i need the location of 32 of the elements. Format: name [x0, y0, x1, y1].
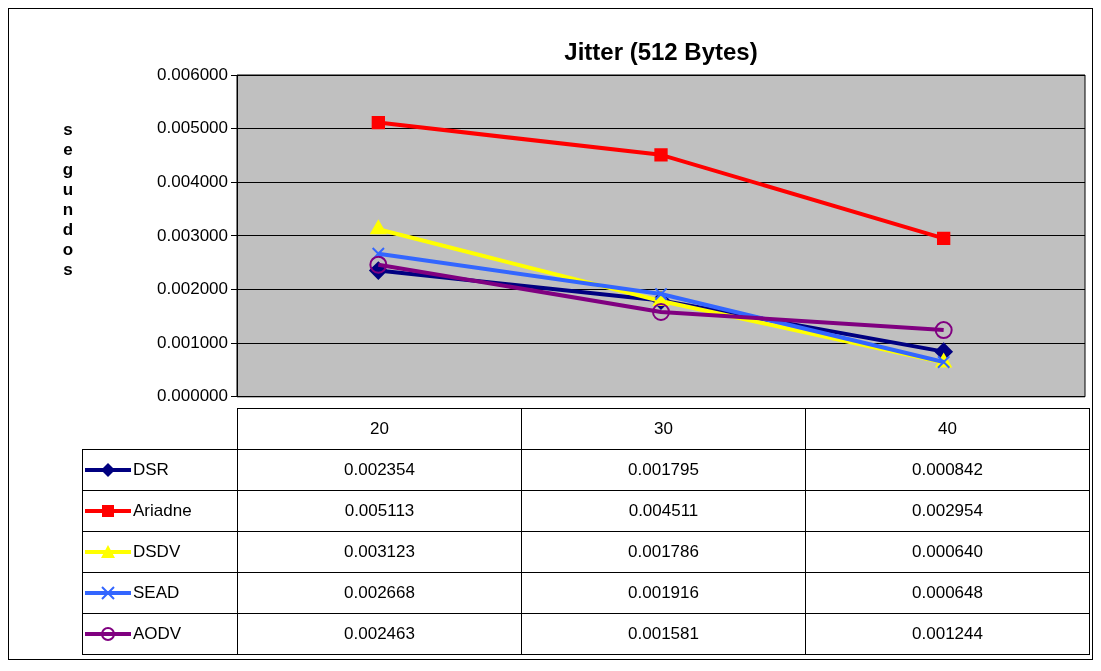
x-tick-label: 20 [237, 408, 522, 450]
data-label: 0.004511 [521, 490, 806, 532]
y-tick-label: 0.001000 [157, 332, 228, 352]
data-label: 0.002668 [237, 572, 522, 614]
chart-title: Jitter (512 Bytes) [563, 38, 759, 66]
legend-label: DSR [133, 459, 169, 479]
y-tick-label: 0.000000 [157, 386, 228, 406]
y-tick-label: 0.005000 [157, 118, 228, 138]
y-axis-title: segundos [61, 120, 75, 280]
y-tick-label: 0.003000 [157, 225, 228, 245]
legend-label: AODV [133, 623, 182, 643]
y-tick-label: 0.002000 [157, 279, 228, 299]
data-label: 0.002354 [237, 449, 522, 491]
data-label: 0.001795 [521, 449, 806, 491]
x-tick-label: 40 [805, 408, 1090, 450]
y-tick-label: 0.006000 [157, 64, 228, 84]
x-tick-label: 30 [521, 408, 806, 450]
data-label: 0.001916 [521, 572, 806, 614]
data-label: 0.000648 [805, 572, 1090, 614]
legend-label: DSDV [133, 541, 181, 561]
y-tick-label: 0.004000 [157, 171, 228, 191]
legend-label: Ariadne [133, 500, 192, 520]
data-label: 0.001581 [521, 613, 806, 655]
data-label: 0.003123 [237, 531, 522, 573]
data-label: 0.001786 [521, 531, 806, 573]
data-label: 0.005113 [237, 490, 522, 532]
data-label: 0.002954 [805, 490, 1090, 532]
data-label: 0.000842 [805, 449, 1090, 491]
data-label: 0.000640 [805, 531, 1090, 573]
legend-label: SEAD [133, 582, 180, 602]
data-label: 0.001244 [805, 613, 1090, 655]
data-label: 0.002463 [237, 613, 522, 655]
